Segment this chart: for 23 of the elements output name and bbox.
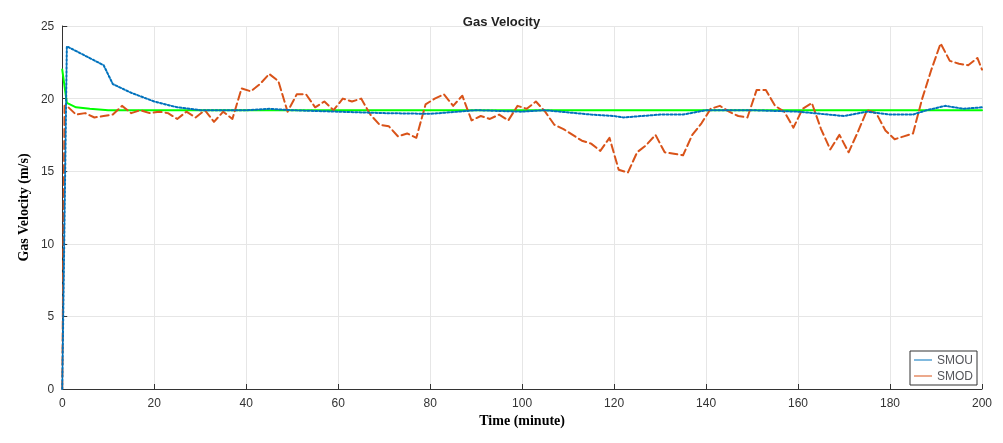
y-tick-label: 10 <box>40 236 55 251</box>
x-tick-label: 0 <box>58 396 66 410</box>
y-axis-title: Gas Velocity (m/s) <box>15 153 32 262</box>
x-tick-label: 40 <box>239 396 254 410</box>
line-series <box>61 68 983 112</box>
x-tick-label: 80 <box>423 396 438 410</box>
y-tick-label: 20 <box>40 91 55 106</box>
y-tick-label: 15 <box>40 164 55 179</box>
legend-label: SMOD <box>937 369 974 383</box>
y-tick-label: 25 <box>40 19 55 33</box>
x-tick-label: 100 <box>512 396 533 410</box>
x-tick-label: 140 <box>696 396 717 410</box>
legend-label: SMOU <box>937 353 973 367</box>
x-axis-title: Time (minute) <box>479 413 566 430</box>
x-tick-label: 60 <box>331 396 346 410</box>
x-tick-label: 160 <box>788 396 809 410</box>
y-tick-label: 5 <box>47 309 55 324</box>
x-tick-label: 180 <box>880 396 901 410</box>
x-tick-label: 20 <box>147 396 162 410</box>
y-tick-label: 0 <box>47 382 55 396</box>
x-tick-label: 120 <box>604 396 625 410</box>
x-tick-label: 200 <box>971 396 993 410</box>
chart-title: Gas Velocity <box>462 14 541 29</box>
